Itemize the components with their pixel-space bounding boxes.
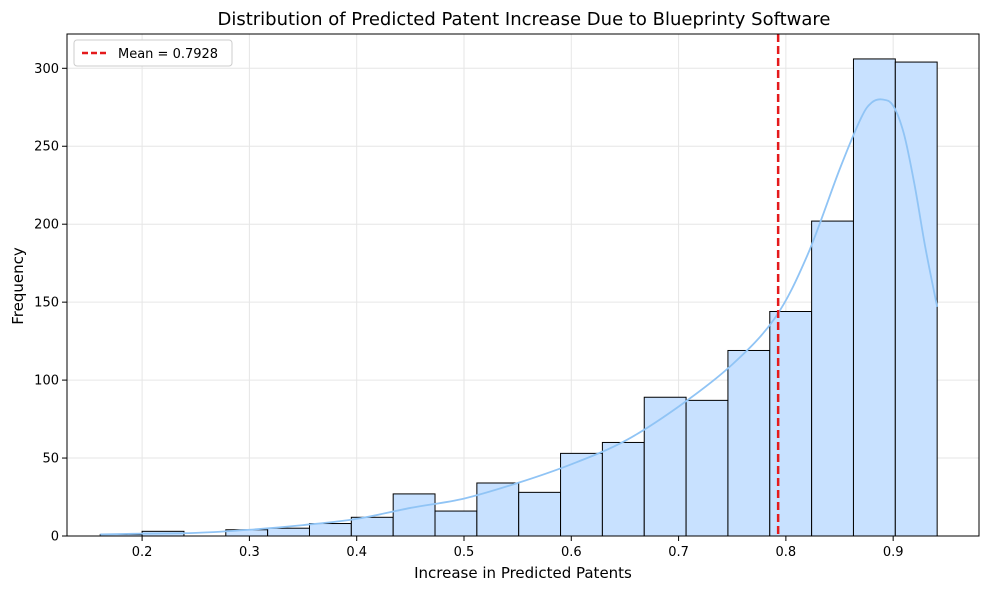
- y-tick-label: 100: [34, 374, 59, 389]
- x-tick-label: 0.9: [883, 545, 904, 560]
- histogram-bar: [392, 493, 436, 537]
- legend-box: [73, 39, 233, 67]
- x-axis-label: Increase in Predicted Patents: [414, 564, 632, 582]
- x-tick-label: 0.8: [776, 545, 797, 560]
- histogram-bar: [308, 523, 352, 537]
- histogram-bar: [852, 58, 896, 537]
- histogram-bar: [727, 349, 771, 537]
- histogram-bar: [811, 220, 854, 537]
- histogram-bar: [518, 491, 562, 537]
- x-axis-ticks: 0.2 0.3 0.4 0.5 0.6 0.7 0.8 0.9: [132, 536, 904, 560]
- x-tick-label: 0.6: [561, 545, 582, 560]
- y-tick-label: 150: [34, 296, 59, 311]
- y-axis-label: Frequency: [9, 247, 27, 325]
- x-tick-label: 0.3: [239, 545, 260, 560]
- histogram-bar: [685, 399, 729, 537]
- histogram-bar: [434, 510, 478, 537]
- kde-curve: [100, 98, 939, 536]
- y-tick-label: 0: [51, 530, 59, 545]
- histogram-bar: [894, 61, 938, 537]
- legend: Mean = 0.7928: [73, 39, 233, 67]
- histogram-bar: [769, 311, 813, 537]
- x-tick-label: 0.7: [668, 545, 689, 560]
- histogram-bar: [350, 516, 394, 537]
- histogram-bar: [601, 441, 645, 537]
- y-tick-label: 300: [34, 62, 59, 77]
- y-tick-label: 200: [34, 218, 59, 233]
- y-axis-ticks: 0 50 100 150 200 250 300: [34, 62, 67, 545]
- histogram-bar: [267, 527, 310, 537]
- plot-frame: [66, 33, 980, 537]
- histogram-bars: [99, 58, 938, 537]
- histogram-bar: [560, 452, 603, 537]
- histogram-bar: [643, 396, 687, 537]
- x-tick-label: 0.4: [346, 545, 367, 560]
- chart-title: Distribution of Predicted Patent Increas…: [217, 9, 830, 30]
- y-tick-label: 50: [42, 452, 59, 467]
- histogram-bar: [476, 482, 520, 537]
- kde-curve-group: [100, 98, 939, 536]
- legend-mean-label: Mean = 0.7928: [118, 47, 218, 62]
- y-tick-label: 250: [34, 140, 59, 155]
- x-tick-label: 0.2: [132, 545, 153, 560]
- x-tick-label: 0.5: [454, 545, 475, 560]
